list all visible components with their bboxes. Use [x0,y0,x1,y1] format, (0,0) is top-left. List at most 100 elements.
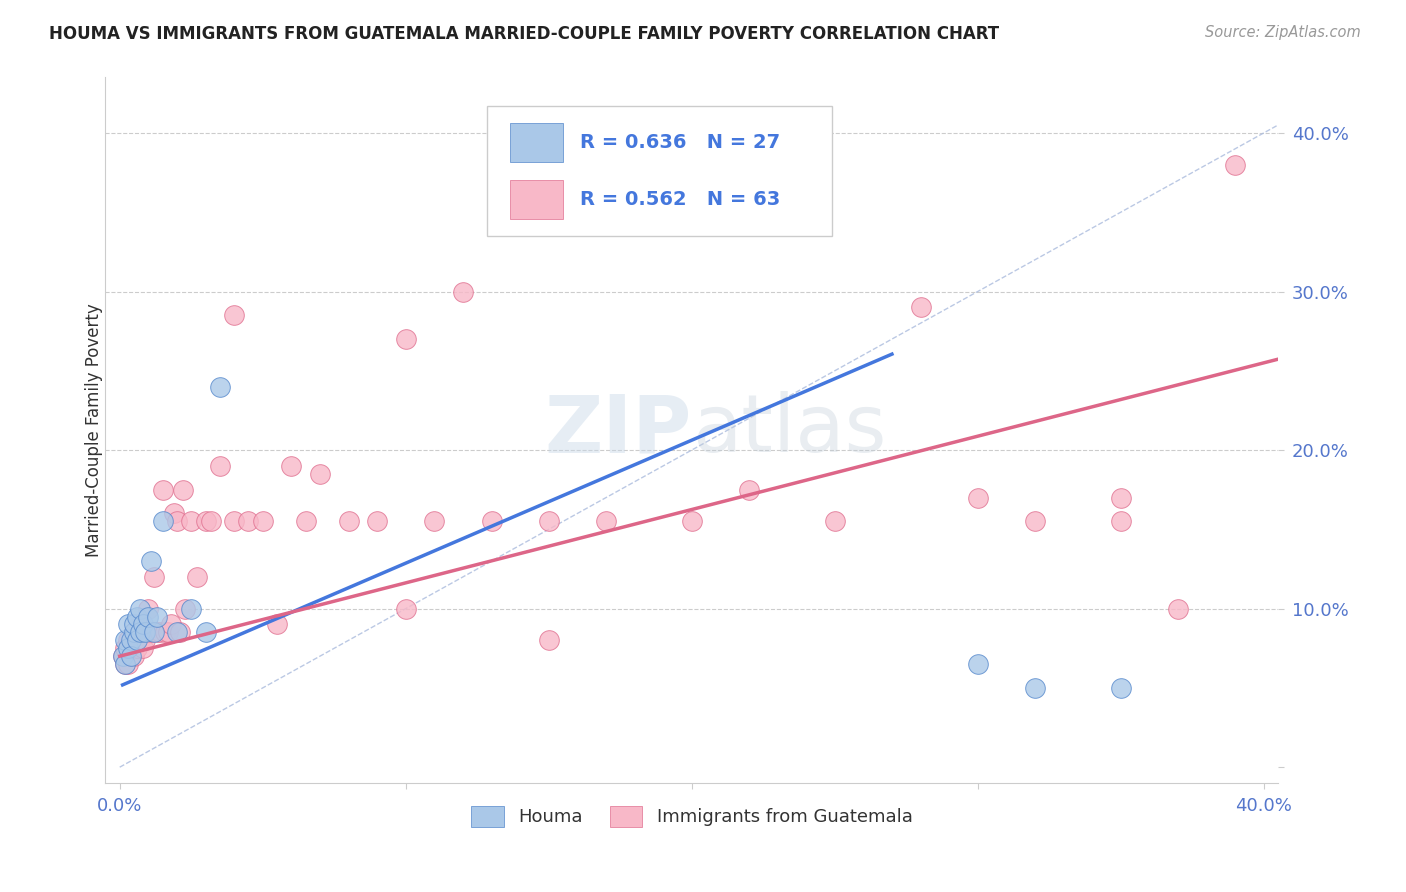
Point [157,625,180,640]
Point [280,458,302,473]
Point [128,633,150,648]
Point [125,633,148,648]
Point [180,515,202,529]
Point [395,332,418,346]
Text: R = 0.562   N = 63: R = 0.562 N = 63 [581,190,780,209]
Point [366,515,388,529]
Point [537,515,560,529]
Point [117,641,139,656]
Point [111,649,134,664]
Point [152,515,174,529]
Point [125,609,148,624]
Point [146,609,169,624]
Text: Source: ZipAtlas.com: Source: ZipAtlas.com [1205,25,1361,40]
Y-axis label: Married-Couple Family Poverty: Married-Couple Family Poverty [86,303,103,558]
Point [1223,158,1246,172]
Point [117,633,139,648]
Point [966,657,988,672]
Point [114,657,136,672]
Point [451,285,474,299]
Point [120,649,142,664]
Point [128,625,150,640]
Point [146,625,169,640]
Point [1109,515,1132,529]
Legend: Houma, Immigrants from Guatemala: Houma, Immigrants from Guatemala [464,798,920,834]
Point [1167,601,1189,615]
Point [143,625,166,640]
Point [136,609,159,624]
Point [252,515,274,529]
Point [122,617,145,632]
Point [294,515,316,529]
Point [1109,681,1132,695]
Point [114,633,136,648]
Point [128,601,150,615]
Point [160,617,183,632]
Text: R = 0.636   N = 27: R = 0.636 N = 27 [581,133,780,152]
Text: ZIP: ZIP [544,392,692,469]
Point [224,308,246,322]
Point [141,554,163,568]
Point [395,601,418,615]
Point [120,649,142,664]
Point [337,515,360,529]
Point [122,625,145,640]
FancyBboxPatch shape [510,180,562,219]
Point [172,483,194,497]
Point [208,379,231,393]
Point [309,467,332,481]
Point [824,515,846,529]
Point [131,617,153,632]
Point [111,649,134,664]
Point [155,625,177,640]
Point [194,625,217,640]
Point [114,641,136,656]
Point [910,301,932,315]
Point [117,617,139,632]
Point [131,641,153,656]
Point [595,515,617,529]
Point [163,507,186,521]
Point [152,483,174,497]
Point [120,633,142,648]
Point [481,515,503,529]
Point [149,625,172,640]
Point [136,601,159,615]
Point [423,515,446,529]
Point [128,617,150,632]
Point [122,625,145,640]
Point [266,617,288,632]
Point [174,601,197,615]
Point [125,641,148,656]
Point [537,633,560,648]
Point [1024,515,1046,529]
Point [1109,491,1132,505]
Point [681,515,703,529]
Point [166,515,188,529]
Point [238,515,260,529]
Point [180,601,202,615]
FancyBboxPatch shape [486,105,832,236]
Point [200,515,222,529]
Text: HOUMA VS IMMIGRANTS FROM GUATEMALA MARRIED-COUPLE FAMILY POVERTY CORRELATION CHA: HOUMA VS IMMIGRANTS FROM GUATEMALA MARRI… [49,25,1000,43]
Point [114,657,136,672]
Point [186,570,208,584]
Point [141,625,163,640]
FancyBboxPatch shape [510,123,562,162]
Point [208,458,231,473]
Point [738,483,761,497]
Point [169,625,191,640]
Point [131,625,153,640]
Point [166,625,188,640]
Point [143,570,166,584]
Text: atlas: atlas [692,392,886,469]
Point [122,649,145,664]
Point [194,515,217,529]
Point [966,491,988,505]
Point [120,641,142,656]
Point [125,633,148,648]
Point [134,625,156,640]
Point [224,515,246,529]
Point [1024,681,1046,695]
Point [117,657,139,672]
